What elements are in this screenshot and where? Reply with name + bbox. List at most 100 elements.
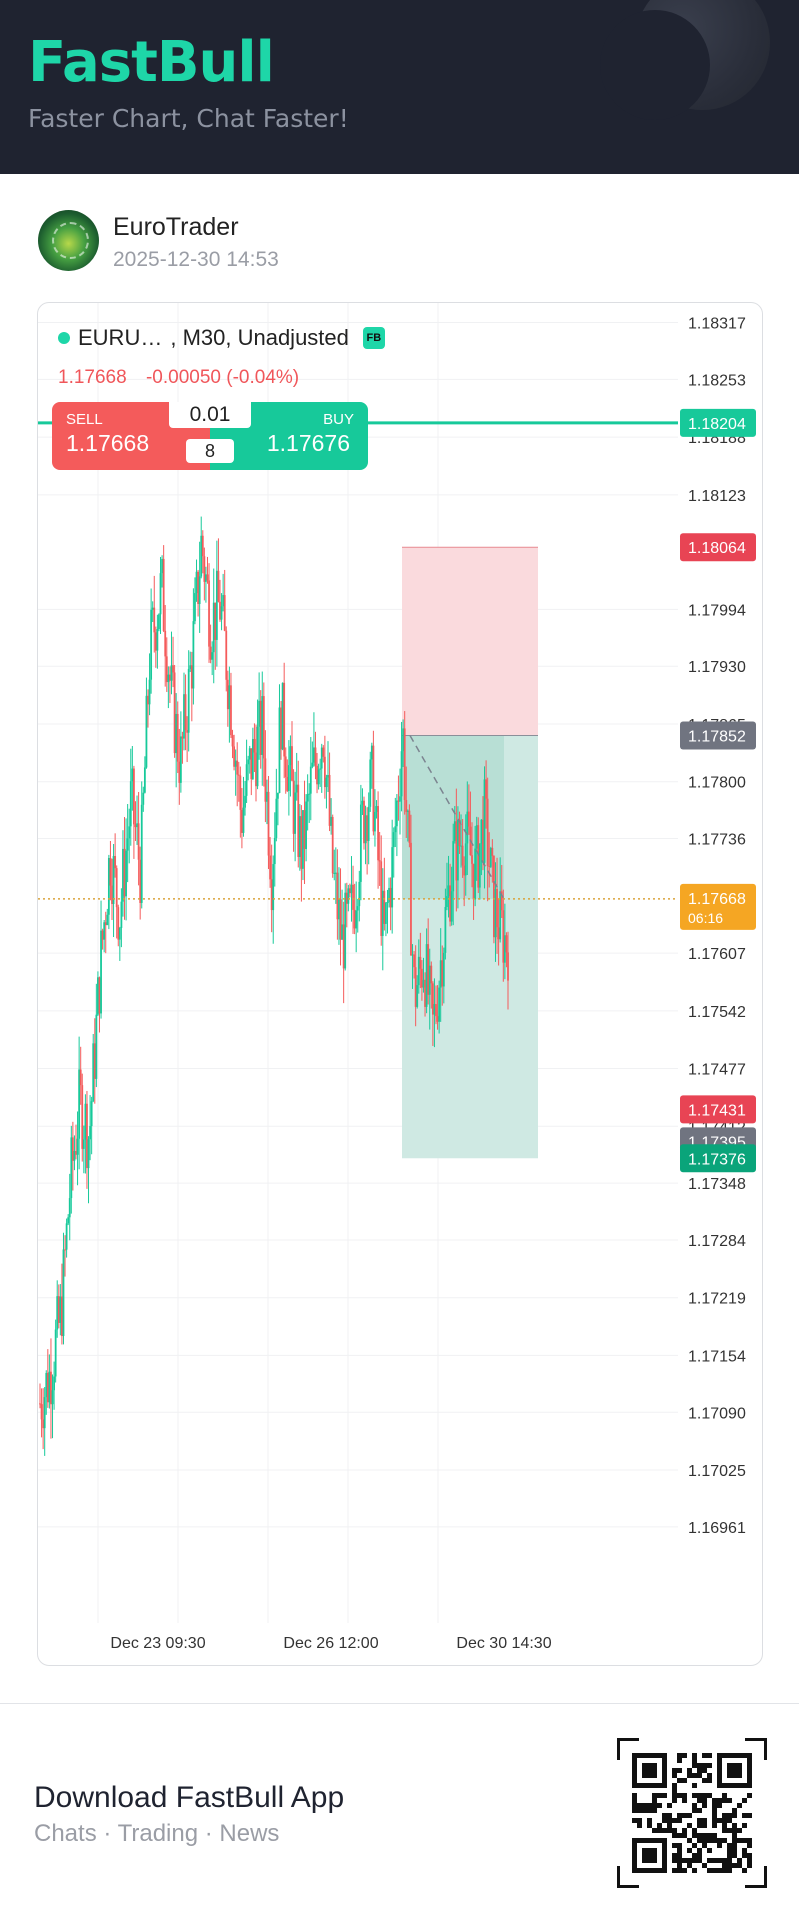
candle-body [447, 885, 450, 897]
candle-body [220, 606, 223, 620]
candle-body [319, 768, 322, 770]
qr-module [717, 1818, 722, 1823]
candle-body [239, 775, 242, 810]
qr-module [747, 1793, 752, 1798]
qr-module [737, 1838, 742, 1843]
qr-module [672, 1793, 677, 1798]
candle-body [71, 1137, 74, 1161]
qr-module [677, 1818, 682, 1823]
candle-body [342, 924, 345, 969]
buy-price: 1.17676 [266, 430, 350, 456]
qr-module [672, 1818, 677, 1823]
qr-module [657, 1823, 662, 1828]
candle-body [215, 570, 218, 640]
candle-body [294, 792, 297, 834]
candle-body [275, 798, 278, 838]
candle-body [214, 602, 217, 640]
qr-module [722, 1858, 727, 1863]
candle-body [477, 825, 480, 888]
candle-body [449, 885, 451, 922]
candle-body [190, 665, 193, 689]
candle-body [201, 535, 204, 557]
qr-module [722, 1793, 727, 1798]
qr-bracket [745, 1738, 767, 1741]
candle-body [394, 826, 397, 833]
candle-body [292, 780, 295, 834]
qr-module [662, 1818, 667, 1823]
candle-body [178, 761, 181, 783]
qr-module [667, 1803, 672, 1808]
qr-module [717, 1803, 722, 1808]
candle-body [73, 1151, 76, 1161]
candle-body [485, 779, 487, 799]
candle-body [413, 954, 415, 968]
qr-module [712, 1813, 717, 1818]
qr-module [692, 1773, 697, 1778]
download-title[interactable]: Download FastBull App [34, 1781, 345, 1814]
candle-body [45, 1372, 48, 1398]
candle-body [502, 910, 505, 963]
qr-module [742, 1813, 747, 1818]
price-chart[interactable]: 1.183171.182531.181881.181231.179941.179… [38, 303, 762, 1665]
qr-module [677, 1753, 682, 1758]
qr-module [722, 1818, 727, 1823]
candle-body [355, 910, 358, 929]
qr-module [682, 1813, 687, 1818]
candle-body [414, 967, 417, 1007]
candle-body [466, 811, 469, 844]
candle-body [333, 872, 336, 874]
price-tag-countdown: 06:16 [688, 910, 723, 926]
qr-module [707, 1833, 712, 1838]
candle-body [380, 861, 383, 936]
price-change: -0.00050 (-0.04%) [145, 367, 300, 388]
qr-module [672, 1783, 677, 1788]
candle-body [247, 759, 250, 765]
qr-module [657, 1828, 662, 1833]
qr-module [637, 1808, 642, 1813]
candle-body [370, 745, 373, 760]
qr-module [732, 1808, 737, 1813]
candle-body [194, 593, 196, 622]
candle-body [491, 847, 494, 856]
candle-body [374, 811, 376, 832]
qr-module [647, 1803, 652, 1808]
candle-body [54, 1329, 57, 1377]
candle-body [159, 573, 162, 615]
candle-body [330, 816, 333, 826]
candle-body [170, 665, 173, 681]
qr-module [632, 1808, 637, 1813]
qr-module [702, 1863, 707, 1868]
username[interactable]: EuroTrader [113, 213, 239, 241]
qr-module [672, 1833, 677, 1838]
candle-body [43, 1397, 46, 1429]
candle-body [242, 807, 245, 833]
candle-body [435, 1004, 437, 1017]
qr-code-icon[interactable] [617, 1738, 767, 1888]
candle-body [446, 896, 448, 907]
candle-body [411, 954, 414, 956]
x-tick-label: Dec 23 09:30 [110, 1635, 205, 1652]
qr-module [652, 1808, 657, 1813]
candle-body [209, 646, 212, 660]
chart-card[interactable]: 1.18317 1.18253 1.18188 1.18123 1.17994 1.179… [37, 302, 763, 1666]
y-tick-label: 1.17800 [688, 775, 746, 792]
qr-module [742, 1823, 747, 1828]
qr-module [692, 1833, 697, 1838]
qr-module [697, 1853, 702, 1858]
candle-body [92, 1043, 95, 1102]
candle-body [258, 700, 261, 727]
candle-body [115, 868, 118, 908]
avatar[interactable] [38, 210, 99, 271]
candle-body [206, 574, 209, 581]
candle-body [399, 796, 401, 802]
qr-module [677, 1863, 682, 1868]
lot-size-input[interactable]: 0.01 [169, 402, 251, 428]
candle-body [262, 696, 265, 759]
price-tag-value: 1.17431 [688, 1102, 746, 1119]
candle-body [349, 888, 351, 894]
candle-body [345, 892, 348, 904]
candle-body [313, 747, 315, 763]
qr-module [647, 1808, 652, 1813]
candle-body [169, 674, 171, 681]
candle-body [112, 856, 115, 904]
